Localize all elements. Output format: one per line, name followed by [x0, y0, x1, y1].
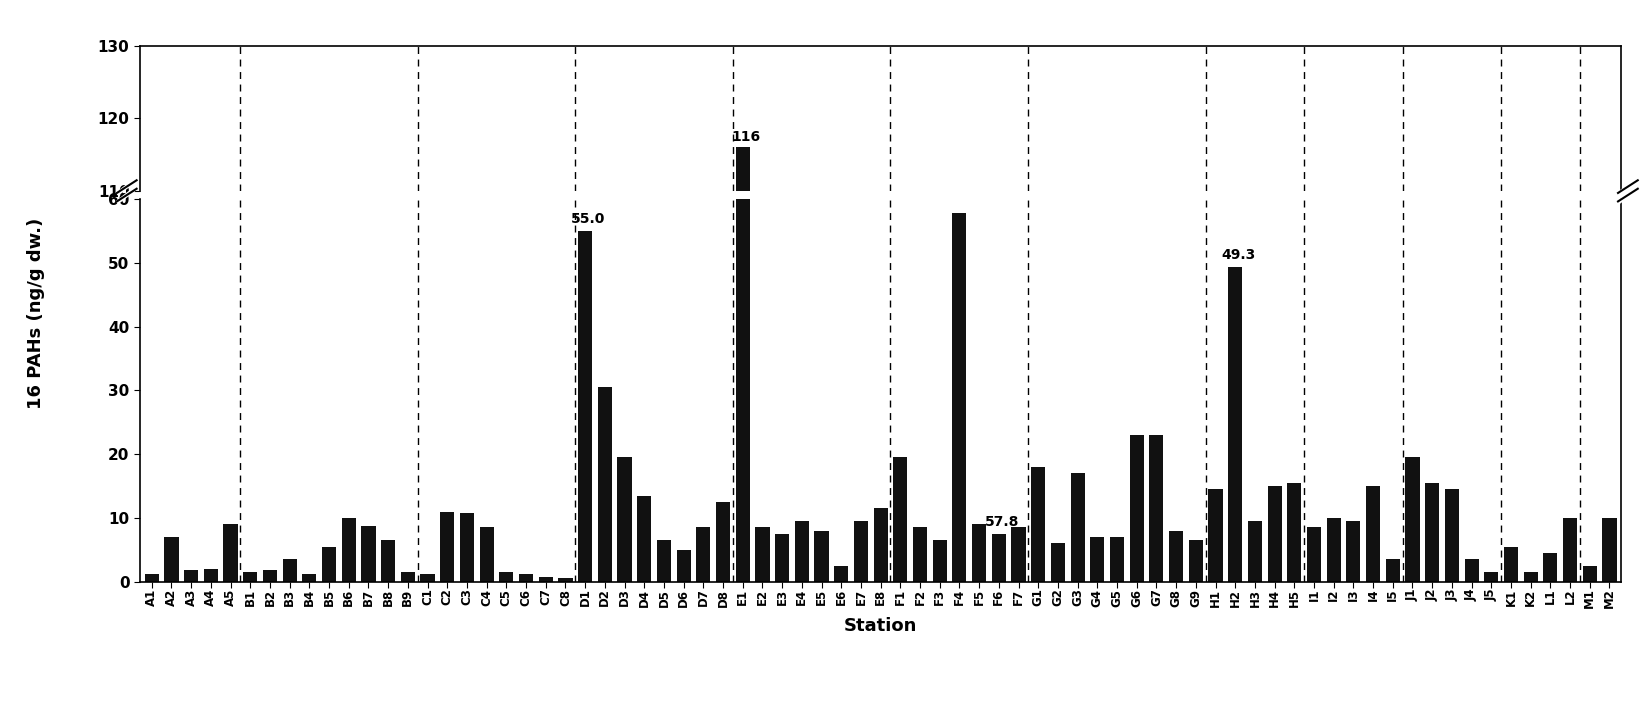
Bar — [953, 570, 966, 705]
Bar — [874, 508, 887, 582]
Bar — [1327, 518, 1341, 582]
Bar — [1149, 435, 1164, 582]
Text: 55.0: 55.0 — [571, 212, 606, 226]
Bar — [1109, 537, 1124, 582]
Bar — [775, 534, 788, 582]
Bar — [1445, 489, 1458, 582]
Bar — [756, 527, 770, 582]
Bar — [283, 559, 296, 582]
Bar — [244, 572, 257, 582]
Bar — [1011, 527, 1025, 582]
Bar — [894, 458, 907, 582]
Bar — [1267, 486, 1282, 582]
Bar — [1208, 489, 1223, 582]
Bar — [362, 525, 375, 582]
Bar — [323, 546, 336, 582]
Bar — [400, 572, 415, 582]
Bar — [420, 574, 435, 582]
Bar — [1544, 553, 1557, 582]
Bar — [224, 525, 237, 582]
Bar — [263, 570, 277, 582]
Bar — [637, 496, 652, 582]
Bar — [499, 572, 514, 582]
Bar — [1188, 540, 1203, 582]
Bar — [1050, 544, 1065, 582]
Bar — [1603, 518, 1616, 582]
Bar — [538, 577, 553, 582]
Bar — [1485, 572, 1498, 582]
Bar — [953, 214, 966, 582]
Bar — [795, 521, 808, 582]
Bar — [597, 387, 612, 582]
Bar — [1386, 559, 1399, 582]
Bar — [439, 512, 454, 582]
Bar — [1425, 483, 1439, 582]
Bar — [1366, 486, 1381, 582]
Bar — [736, 0, 751, 582]
Bar — [1524, 572, 1537, 582]
X-axis label: Station: Station — [844, 617, 917, 634]
Bar — [835, 565, 848, 582]
Bar — [518, 574, 533, 582]
Bar — [1504, 546, 1518, 582]
Bar — [1248, 521, 1262, 582]
Text: 16 PAHs (ng/g dw.): 16 PAHs (ng/g dw.) — [28, 218, 44, 410]
Bar — [145, 574, 158, 582]
Bar — [1129, 435, 1144, 582]
Bar — [578, 231, 593, 582]
Bar — [342, 518, 356, 582]
Bar — [1169, 531, 1183, 582]
Bar — [696, 527, 711, 582]
Bar — [380, 540, 395, 582]
Bar — [716, 502, 731, 582]
Bar — [558, 578, 573, 582]
Bar — [1030, 467, 1045, 582]
Text: 116: 116 — [731, 130, 760, 145]
Bar — [914, 527, 927, 582]
Bar — [204, 569, 217, 582]
Bar — [677, 550, 691, 582]
Bar — [184, 570, 198, 582]
Text: 57.8: 57.8 — [984, 515, 1019, 529]
Bar — [1564, 518, 1577, 582]
Bar — [1287, 483, 1302, 582]
Bar — [617, 458, 632, 582]
Bar — [736, 147, 751, 705]
Bar — [1070, 473, 1085, 582]
Bar — [933, 540, 946, 582]
Text: 49.3: 49.3 — [1221, 248, 1256, 262]
Bar — [854, 521, 867, 582]
Bar — [1583, 565, 1597, 582]
Bar — [578, 589, 593, 705]
Bar — [973, 525, 986, 582]
Bar — [1090, 537, 1104, 582]
Bar — [1465, 559, 1478, 582]
Bar — [1406, 458, 1419, 582]
Bar — [815, 531, 828, 582]
Bar — [991, 534, 1006, 582]
Bar — [1307, 527, 1322, 582]
Bar — [479, 527, 494, 582]
Bar — [303, 574, 316, 582]
Bar — [459, 513, 474, 582]
Bar — [1228, 267, 1243, 582]
Bar — [1228, 631, 1243, 705]
Bar — [165, 537, 178, 582]
Bar — [1346, 521, 1361, 582]
Bar — [657, 540, 672, 582]
